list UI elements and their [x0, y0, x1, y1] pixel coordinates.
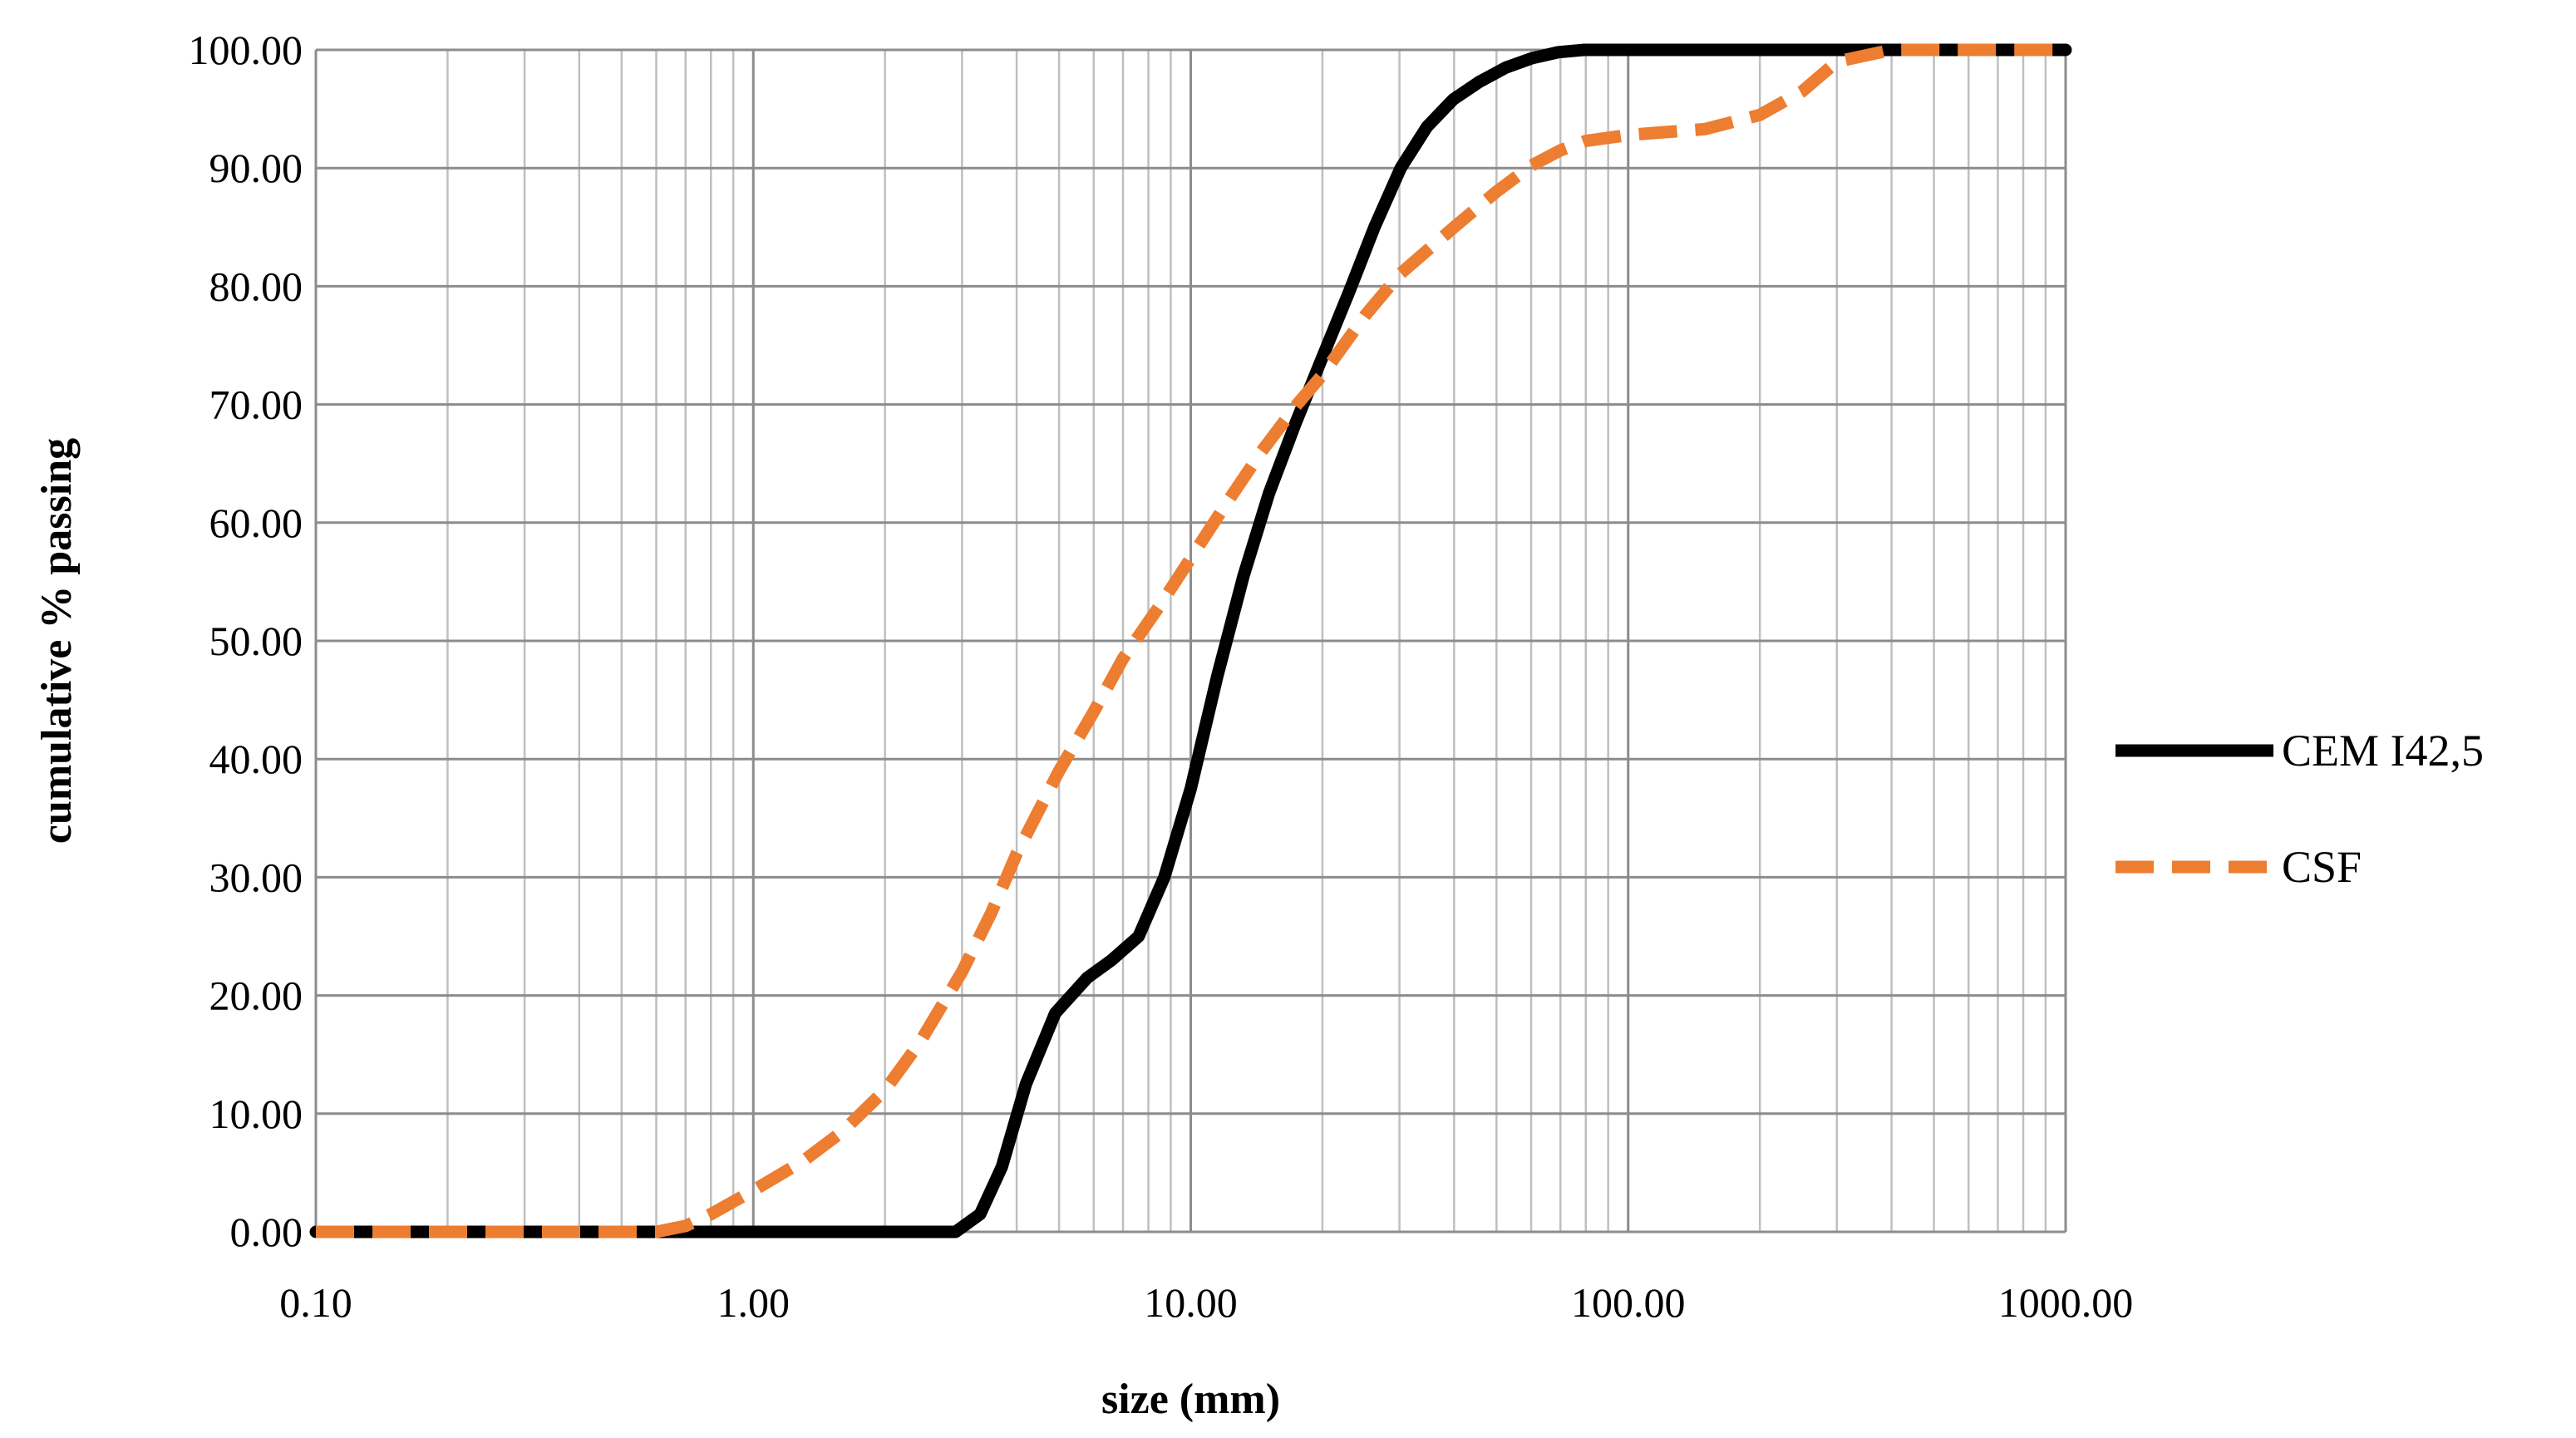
- y-tick-label: 100.00: [189, 27, 303, 73]
- x-tick-label: 1000.00: [1998, 1279, 2134, 1326]
- y-tick-label: 50.00: [209, 618, 303, 664]
- x-tick-labels: 0.10 1.00 10.00 100.00 1000.00: [279, 1279, 2133, 1326]
- legend: CEM I42,5 CSF: [2115, 726, 2484, 892]
- y-tick-label: 60.00: [209, 500, 303, 546]
- series-line-csf: [316, 43, 2066, 1239]
- y-tick-label: 30.00: [209, 854, 303, 900]
- major-gridlines: [314, 48, 2067, 1234]
- y-tick-label: 20.00: [209, 973, 303, 1019]
- y-tick-labels: 0.00 10.00 20.00 30.00 40.00 50.00 60.00 70.00 8…: [189, 27, 303, 1255]
- x-tick-label: 10.00: [1144, 1279, 1238, 1326]
- legend-label-csf: CSF: [2282, 842, 2362, 892]
- y-tick-label: 40.00: [209, 736, 303, 782]
- y-tick-label: 10.00: [209, 1091, 303, 1137]
- x-axis-title: size (mm): [1101, 1376, 1280, 1423]
- y-tick-label: 80.00: [209, 263, 303, 309]
- x-tick-label: 1.00: [717, 1279, 791, 1326]
- series-layer: [309, 43, 2072, 1239]
- x-tick-label: 0.10: [279, 1279, 352, 1326]
- y-tick-label: 90.00: [209, 145, 303, 191]
- y-tick-label: 70.00: [209, 382, 303, 428]
- series-line-cem-i42-5: [309, 43, 2072, 1239]
- legend-label-cem-i42-5: CEM I42,5: [2282, 726, 2484, 776]
- y-tick-label: 0.00: [230, 1209, 303, 1255]
- y-axis-title: cumulative % passing: [33, 438, 81, 844]
- x-tick-label: 100.00: [1571, 1279, 1686, 1326]
